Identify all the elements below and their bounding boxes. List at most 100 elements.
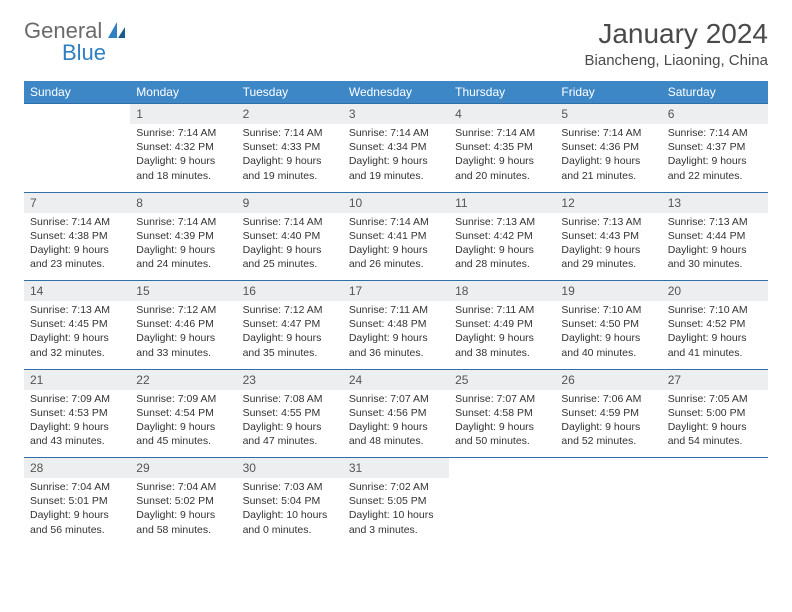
- day-cell-text: Sunrise: 7:11 AM Sunset: 4:48 PM Dayligh…: [349, 303, 443, 360]
- day-number: 1: [130, 104, 236, 125]
- day-cell: Sunrise: 7:13 AM Sunset: 4:42 PM Dayligh…: [449, 213, 555, 281]
- day-header-saturday: Saturday: [662, 81, 768, 104]
- day-number: 20: [662, 281, 768, 302]
- daynum-row: 21222324252627: [24, 369, 768, 390]
- day-cell-text: Sunrise: 7:03 AM Sunset: 5:04 PM Dayligh…: [243, 480, 337, 537]
- day-cell-text: Sunrise: 7:05 AM Sunset: 5:00 PM Dayligh…: [668, 392, 762, 449]
- day-cell-text: Sunrise: 7:14 AM Sunset: 4:38 PM Dayligh…: [30, 215, 124, 272]
- day-cell: Sunrise: 7:09 AM Sunset: 4:54 PM Dayligh…: [130, 390, 236, 458]
- content-row: Sunrise: 7:09 AM Sunset: 4:53 PM Dayligh…: [24, 390, 768, 458]
- day-number: 30: [237, 458, 343, 479]
- day-header-row: Sunday Monday Tuesday Wednesday Thursday…: [24, 81, 768, 104]
- day-cell: Sunrise: 7:14 AM Sunset: 4:34 PM Dayligh…: [343, 124, 449, 192]
- day-number: 21: [24, 369, 130, 390]
- day-cell: Sunrise: 7:10 AM Sunset: 4:50 PM Dayligh…: [555, 301, 661, 369]
- day-number: 16: [237, 281, 343, 302]
- day-cell: Sunrise: 7:04 AM Sunset: 5:01 PM Dayligh…: [24, 478, 130, 546]
- day-cell: Sunrise: 7:12 AM Sunset: 4:47 PM Dayligh…: [237, 301, 343, 369]
- day-number: 11: [449, 192, 555, 213]
- day-header-wednesday: Wednesday: [343, 81, 449, 104]
- day-cell-text: Sunrise: 7:14 AM Sunset: 4:34 PM Dayligh…: [349, 126, 443, 183]
- day-cell-text: Sunrise: 7:06 AM Sunset: 4:59 PM Dayligh…: [561, 392, 655, 449]
- day-cell: Sunrise: 7:12 AM Sunset: 4:46 PM Dayligh…: [130, 301, 236, 369]
- day-cell: [449, 478, 555, 546]
- day-cell: Sunrise: 7:04 AM Sunset: 5:02 PM Dayligh…: [130, 478, 236, 546]
- day-number: 19: [555, 281, 661, 302]
- day-cell-text: Sunrise: 7:14 AM Sunset: 4:32 PM Dayligh…: [136, 126, 230, 183]
- day-cell: Sunrise: 7:11 AM Sunset: 4:48 PM Dayligh…: [343, 301, 449, 369]
- day-number: 25: [449, 369, 555, 390]
- logo: GeneralBlue: [24, 18, 128, 66]
- day-cell-text: Sunrise: 7:14 AM Sunset: 4:41 PM Dayligh…: [349, 215, 443, 272]
- content-row: Sunrise: 7:04 AM Sunset: 5:01 PM Dayligh…: [24, 478, 768, 546]
- day-cell-text: Sunrise: 7:12 AM Sunset: 4:46 PM Dayligh…: [136, 303, 230, 360]
- day-number: [24, 104, 130, 125]
- day-cell: Sunrise: 7:05 AM Sunset: 5:00 PM Dayligh…: [662, 390, 768, 458]
- day-cell: Sunrise: 7:14 AM Sunset: 4:37 PM Dayligh…: [662, 124, 768, 192]
- day-cell: Sunrise: 7:13 AM Sunset: 4:44 PM Dayligh…: [662, 213, 768, 281]
- day-number: 12: [555, 192, 661, 213]
- day-number: 28: [24, 458, 130, 479]
- day-cell-text: Sunrise: 7:07 AM Sunset: 4:58 PM Dayligh…: [455, 392, 549, 449]
- day-cell: Sunrise: 7:14 AM Sunset: 4:36 PM Dayligh…: [555, 124, 661, 192]
- day-cell-text: Sunrise: 7:13 AM Sunset: 4:42 PM Dayligh…: [455, 215, 549, 272]
- daynum-row: 14151617181920: [24, 281, 768, 302]
- day-cell-text: Sunrise: 7:12 AM Sunset: 4:47 PM Dayligh…: [243, 303, 337, 360]
- day-cell: Sunrise: 7:13 AM Sunset: 4:45 PM Dayligh…: [24, 301, 130, 369]
- day-cell: Sunrise: 7:09 AM Sunset: 4:53 PM Dayligh…: [24, 390, 130, 458]
- day-cell: Sunrise: 7:14 AM Sunset: 4:35 PM Dayligh…: [449, 124, 555, 192]
- day-number: 22: [130, 369, 236, 390]
- day-cell: Sunrise: 7:14 AM Sunset: 4:41 PM Dayligh…: [343, 213, 449, 281]
- day-cell: Sunrise: 7:03 AM Sunset: 5:04 PM Dayligh…: [237, 478, 343, 546]
- day-cell: [662, 478, 768, 546]
- daynum-row: 78910111213: [24, 192, 768, 213]
- day-number: 14: [24, 281, 130, 302]
- daynum-row: 28293031: [24, 458, 768, 479]
- day-cell: Sunrise: 7:14 AM Sunset: 4:38 PM Dayligh…: [24, 213, 130, 281]
- day-cell: [555, 478, 661, 546]
- day-cell-text: Sunrise: 7:04 AM Sunset: 5:02 PM Dayligh…: [136, 480, 230, 537]
- day-number: [662, 458, 768, 479]
- day-number: 29: [130, 458, 236, 479]
- day-cell: Sunrise: 7:14 AM Sunset: 4:32 PM Dayligh…: [130, 124, 236, 192]
- day-cell-text: Sunrise: 7:09 AM Sunset: 4:54 PM Dayligh…: [136, 392, 230, 449]
- day-number: 18: [449, 281, 555, 302]
- day-header-friday: Friday: [555, 81, 661, 104]
- day-cell: Sunrise: 7:08 AM Sunset: 4:55 PM Dayligh…: [237, 390, 343, 458]
- day-cell-text: Sunrise: 7:13 AM Sunset: 4:44 PM Dayligh…: [668, 215, 762, 272]
- day-number: 4: [449, 104, 555, 125]
- content-row: Sunrise: 7:14 AM Sunset: 4:38 PM Dayligh…: [24, 213, 768, 281]
- day-cell-text: Sunrise: 7:14 AM Sunset: 4:35 PM Dayligh…: [455, 126, 549, 183]
- day-cell: Sunrise: 7:10 AM Sunset: 4:52 PM Dayligh…: [662, 301, 768, 369]
- day-cell-text: Sunrise: 7:08 AM Sunset: 4:55 PM Dayligh…: [243, 392, 337, 449]
- day-number: 26: [555, 369, 661, 390]
- day-number: 8: [130, 192, 236, 213]
- day-cell: Sunrise: 7:07 AM Sunset: 4:56 PM Dayligh…: [343, 390, 449, 458]
- header: GeneralBlue January 2024 Biancheng, Liao…: [24, 18, 768, 69]
- day-number: 5: [555, 104, 661, 125]
- day-cell-text: Sunrise: 7:10 AM Sunset: 4:50 PM Dayligh…: [561, 303, 655, 360]
- day-cell: Sunrise: 7:11 AM Sunset: 4:49 PM Dayligh…: [449, 301, 555, 369]
- content-row: Sunrise: 7:13 AM Sunset: 4:45 PM Dayligh…: [24, 301, 768, 369]
- day-cell: Sunrise: 7:14 AM Sunset: 4:33 PM Dayligh…: [237, 124, 343, 192]
- day-cell-text: Sunrise: 7:14 AM Sunset: 4:36 PM Dayligh…: [561, 126, 655, 183]
- day-header-monday: Monday: [130, 81, 236, 104]
- day-cell: Sunrise: 7:07 AM Sunset: 4:58 PM Dayligh…: [449, 390, 555, 458]
- day-cell-text: Sunrise: 7:13 AM Sunset: 4:43 PM Dayligh…: [561, 215, 655, 272]
- day-header-sunday: Sunday: [24, 81, 130, 104]
- day-cell: Sunrise: 7:14 AM Sunset: 4:39 PM Dayligh…: [130, 213, 236, 281]
- day-number: 2: [237, 104, 343, 125]
- day-cell-text: Sunrise: 7:07 AM Sunset: 4:56 PM Dayligh…: [349, 392, 443, 449]
- day-number: 6: [662, 104, 768, 125]
- day-cell-text: Sunrise: 7:13 AM Sunset: 4:45 PM Dayligh…: [30, 303, 124, 360]
- day-number: 31: [343, 458, 449, 479]
- day-cell: Sunrise: 7:06 AM Sunset: 4:59 PM Dayligh…: [555, 390, 661, 458]
- day-number: 9: [237, 192, 343, 213]
- day-number: 7: [24, 192, 130, 213]
- day-cell-text: Sunrise: 7:10 AM Sunset: 4:52 PM Dayligh…: [668, 303, 762, 360]
- day-number: 24: [343, 369, 449, 390]
- day-cell-text: Sunrise: 7:14 AM Sunset: 4:39 PM Dayligh…: [136, 215, 230, 272]
- day-cell-text: Sunrise: 7:09 AM Sunset: 4:53 PM Dayligh…: [30, 392, 124, 449]
- content-row: Sunrise: 7:14 AM Sunset: 4:32 PM Dayligh…: [24, 124, 768, 192]
- day-number: [449, 458, 555, 479]
